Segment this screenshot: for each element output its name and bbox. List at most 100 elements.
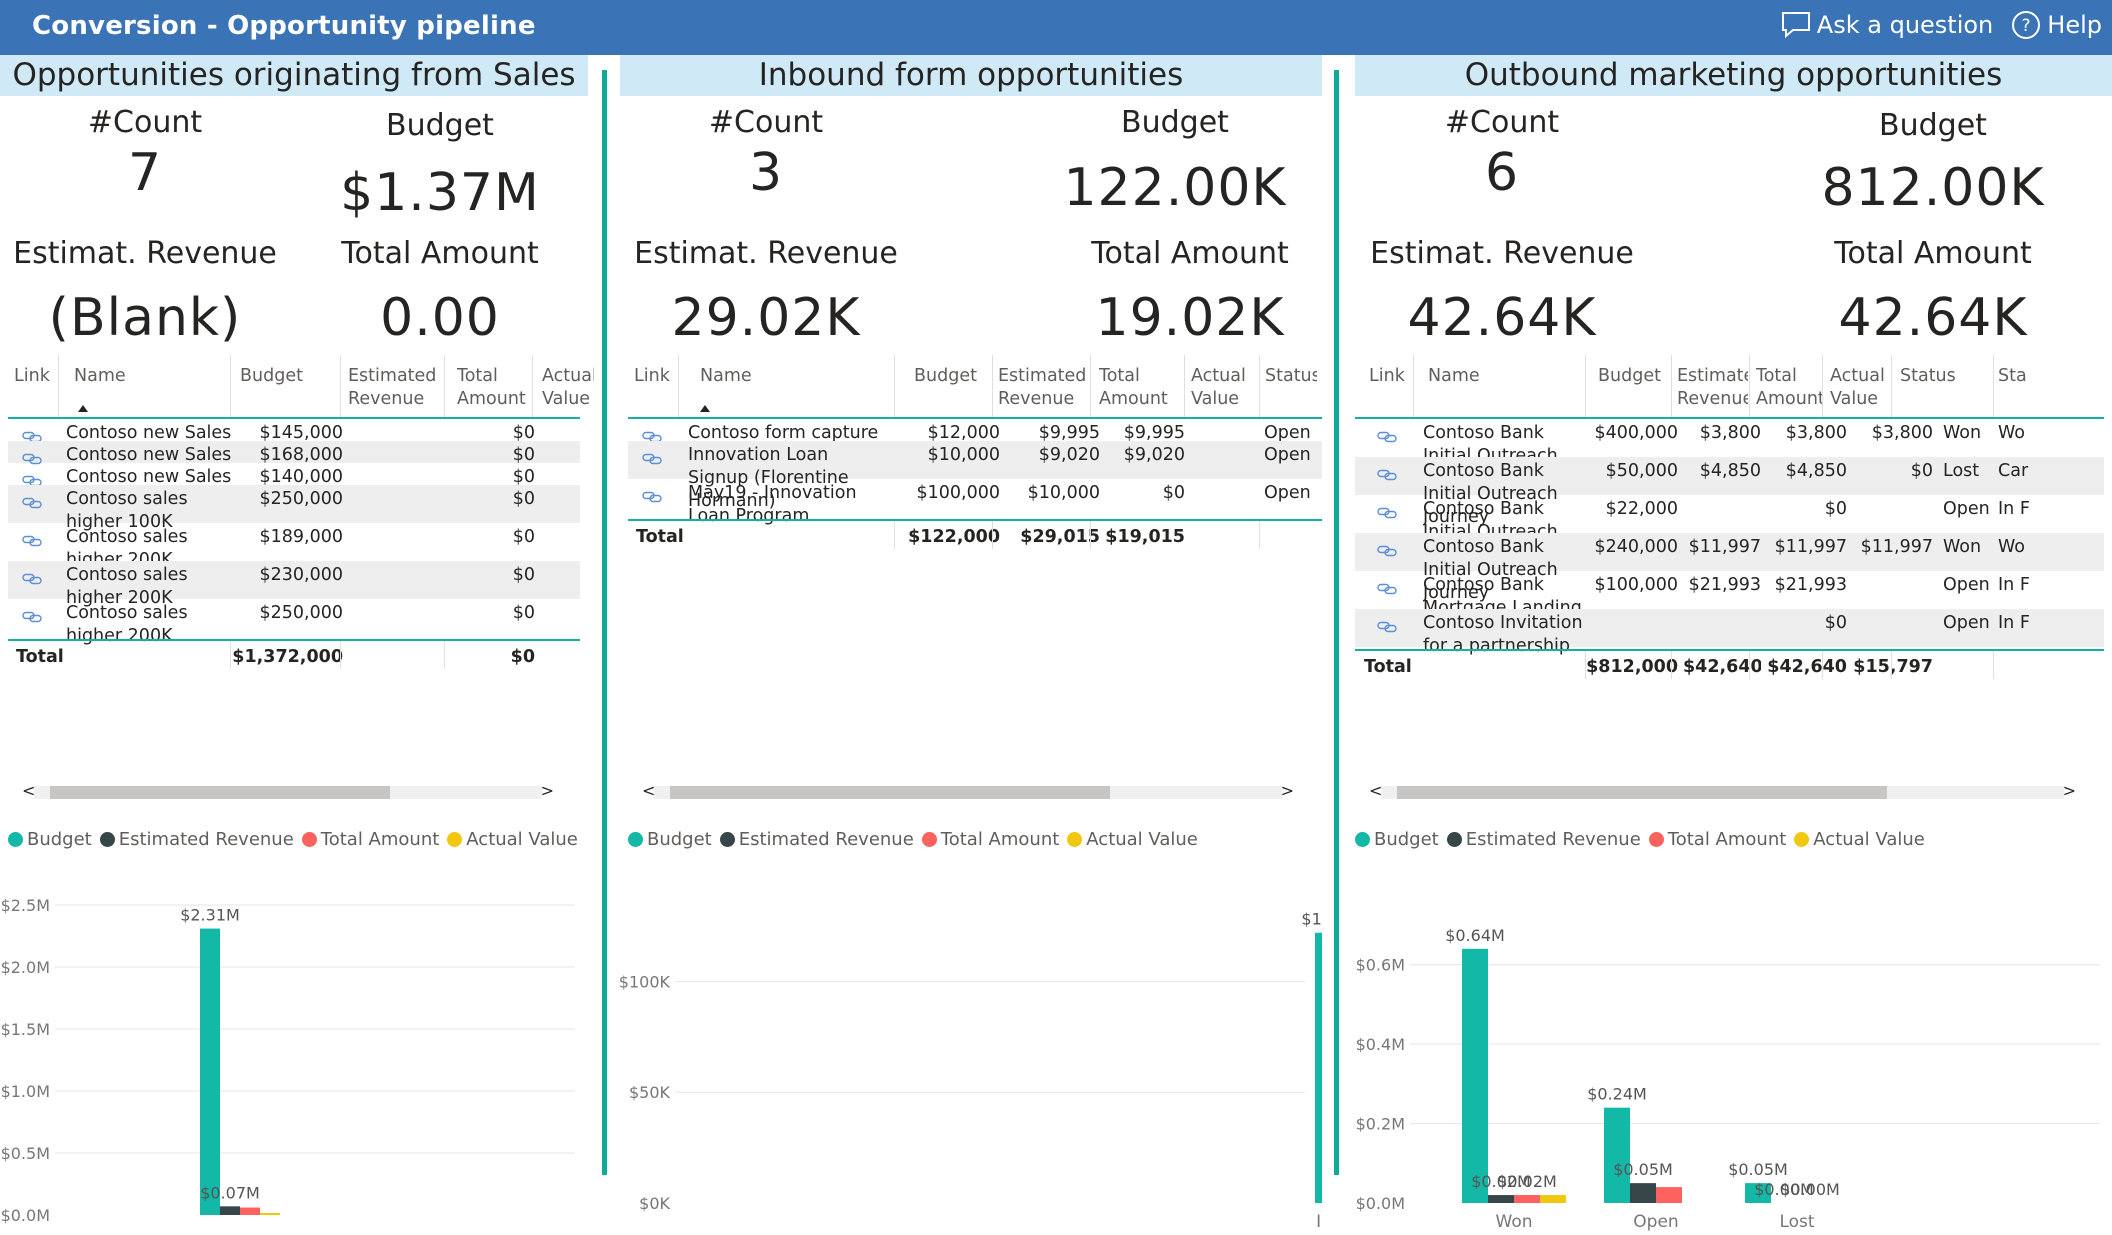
table-row[interactable]: Contoso sales higher 200K $250,000 $0 (8, 599, 580, 646)
legend-item-actual-value[interactable]: Actual Value (447, 829, 578, 850)
table-row[interactable]: Contoso new Sales $145,000 $0 (8, 419, 580, 443)
legend-item-total-amount[interactable]: Total Amount (921, 829, 1060, 850)
scroll-right-icon[interactable]: > (1280, 781, 1294, 800)
table-row[interactable]: Contoso Invitation for a partnership $0 Op… (1355, 609, 2104, 656)
legend-item-budget[interactable]: Budget (8, 829, 92, 850)
scroll-thumb[interactable] (50, 786, 390, 799)
scroll-left-icon[interactable]: < (642, 781, 656, 800)
legend-item-budget[interactable]: Budget (1355, 829, 1439, 850)
link-icon-cell[interactable] (1377, 501, 1397, 519)
table-row[interactable]: Contoso form capture $12,000 $9,995 $9,995 O… (628, 419, 1322, 443)
legend-item-total-amount[interactable]: Total Amount (1648, 829, 1786, 850)
link-icon-cell[interactable] (22, 469, 42, 487)
link-icon[interactable] (22, 497, 42, 509)
link-icon-cell[interactable] (22, 425, 42, 443)
link-icon[interactable] (642, 491, 662, 503)
horizontal-scrollbar[interactable]: < > (1355, 783, 2090, 799)
legend-item-estimated-revenue[interactable]: Estimated Revenue (99, 829, 294, 850)
legend-item-budget[interactable]: Budget (628, 829, 712, 850)
legend-item-actual-value[interactable]: Actual Value (1067, 829, 1198, 850)
column-divider (1090, 521, 1091, 549)
scroll-thumb[interactable] (670, 786, 1110, 799)
column-header[interactable]: Budget (914, 366, 977, 386)
column-header[interactable]: Actual Value (1191, 366, 1246, 409)
table-row[interactable]: Contoso sales higher 100K $250,000 $0 (8, 485, 580, 532)
budget-value: 122.00K (1063, 158, 1287, 218)
link-icon-cell[interactable] (22, 491, 42, 509)
column-header[interactable]: Total Amount (1099, 366, 1168, 409)
horizontal-scrollbar[interactable]: < > (8, 783, 568, 799)
column-header[interactable]: Estimated Revenue (998, 366, 1087, 409)
sort-ascending-icon[interactable] (78, 405, 88, 412)
scroll-thumb[interactable] (1397, 786, 1887, 799)
legend-label: Total Amount (940, 829, 1060, 850)
link-icon[interactable] (22, 453, 42, 465)
table-row[interactable]: Contoso sales higher 200K $189,000 $0 (8, 523, 580, 570)
column-header[interactable]: Actual Value (1830, 366, 1885, 409)
link-icon-cell[interactable] (1377, 577, 1397, 595)
column-header[interactable]: Name (1428, 366, 1480, 386)
scroll-right-icon[interactable]: > (2062, 781, 2076, 800)
table-row[interactable]: Contoso Bank Initial Outreach Journey$40… (1355, 419, 2104, 489)
link-icon[interactable] (1377, 431, 1397, 443)
cell-budget: $10,000 (927, 445, 1000, 465)
column-header[interactable]: Estimated Revenue (1677, 366, 1748, 409)
cell-status: Open (1943, 499, 1990, 519)
column-header[interactable]: Estimated Revenue (348, 366, 437, 409)
table-row[interactable]: Contoso Bank Initial Outreach Journey $24… (1355, 533, 2104, 603)
column-header[interactable]: Link (634, 366, 670, 386)
column-header[interactable]: Link (14, 366, 50, 386)
link-icon[interactable] (642, 453, 662, 465)
column-header[interactable]: Name (74, 366, 126, 386)
scroll-left-icon[interactable]: < (22, 781, 36, 800)
table-row[interactable]: Contoso Bank Initial Outreach Journey$22… (1355, 495, 2104, 565)
link-icon-cell[interactable] (22, 567, 42, 585)
column-header[interactable]: Actual Value (542, 366, 594, 409)
column-header[interactable]: Status (1900, 366, 1956, 386)
table-row[interactable]: Contoso sales higher 200K $230,000 $0 (8, 561, 580, 608)
scroll-left-icon[interactable]: < (1369, 781, 1383, 800)
y-tick-label: $0.6M (1356, 956, 1405, 975)
column-header[interactable]: Total Amount (457, 366, 526, 409)
link-icon[interactable] (22, 535, 42, 547)
link-icon-cell[interactable] (1377, 463, 1397, 481)
link-icon-cell[interactable] (642, 425, 662, 443)
link-icon-cell[interactable] (22, 529, 42, 547)
sort-ascending-icon[interactable] (700, 405, 710, 412)
table-row[interactable]: Contoso new Sales $168,000 $0 (8, 441, 580, 465)
scroll-right-icon[interactable]: > (540, 781, 554, 800)
legend-item-estimated-revenue[interactable]: Estimated Revenue (719, 829, 914, 850)
link-icon-cell[interactable] (642, 447, 662, 465)
horizontal-scrollbar[interactable]: < > (628, 783, 1308, 799)
link-icon-cell[interactable] (1377, 425, 1397, 443)
legend-item-total-amount[interactable]: Total Amount (301, 829, 439, 850)
link-icon[interactable] (1377, 621, 1397, 633)
column-header[interactable]: Link (1369, 366, 1405, 386)
help-button[interactable]: ? Help (2011, 10, 2102, 40)
ask-question-button[interactable]: Ask a question (1781, 11, 1993, 39)
link-icon[interactable] (1377, 469, 1397, 481)
legend-item-estimated-revenue[interactable]: Estimated Revenue (1446, 829, 1641, 850)
link-icon-cell[interactable] (22, 447, 42, 465)
table-row[interactable]: Contoso Bank Initial Outreach Journey $50… (1355, 457, 2104, 527)
link-icon-cell[interactable] (1377, 539, 1397, 557)
column-header[interactable]: Sta (1998, 366, 2027, 386)
link-icon[interactable] (22, 573, 42, 585)
table-row[interactable]: Contoso new Sales $140,000 $0 (8, 463, 580, 487)
column-header[interactable]: Budget (240, 366, 303, 386)
column-header[interactable]: Total Amount (1756, 366, 1822, 409)
column-header[interactable]: Status (1265, 366, 1317, 386)
table-row[interactable]: Innovation Loan Signup (Florentine Hörma… (628, 441, 1322, 511)
link-icon[interactable] (1377, 545, 1397, 557)
legend-item-actual-value[interactable]: Actual Value (1794, 829, 1925, 850)
column-header[interactable]: Name (700, 366, 752, 386)
link-icon[interactable] (1377, 507, 1397, 519)
link-icon-cell[interactable] (642, 485, 662, 503)
link-icon[interactable] (22, 611, 42, 623)
table-row[interactable]: May19 - Innovation Loan Program $100,000 $… (628, 479, 1322, 526)
link-icon-cell[interactable] (22, 605, 42, 623)
link-icon-cell[interactable] (1377, 615, 1397, 633)
column-header[interactable]: Budget (1598, 366, 1661, 386)
table-row[interactable]: Contoso Bank Mortgage Landing Page form$… (1355, 571, 2104, 641)
link-icon[interactable] (1377, 583, 1397, 595)
